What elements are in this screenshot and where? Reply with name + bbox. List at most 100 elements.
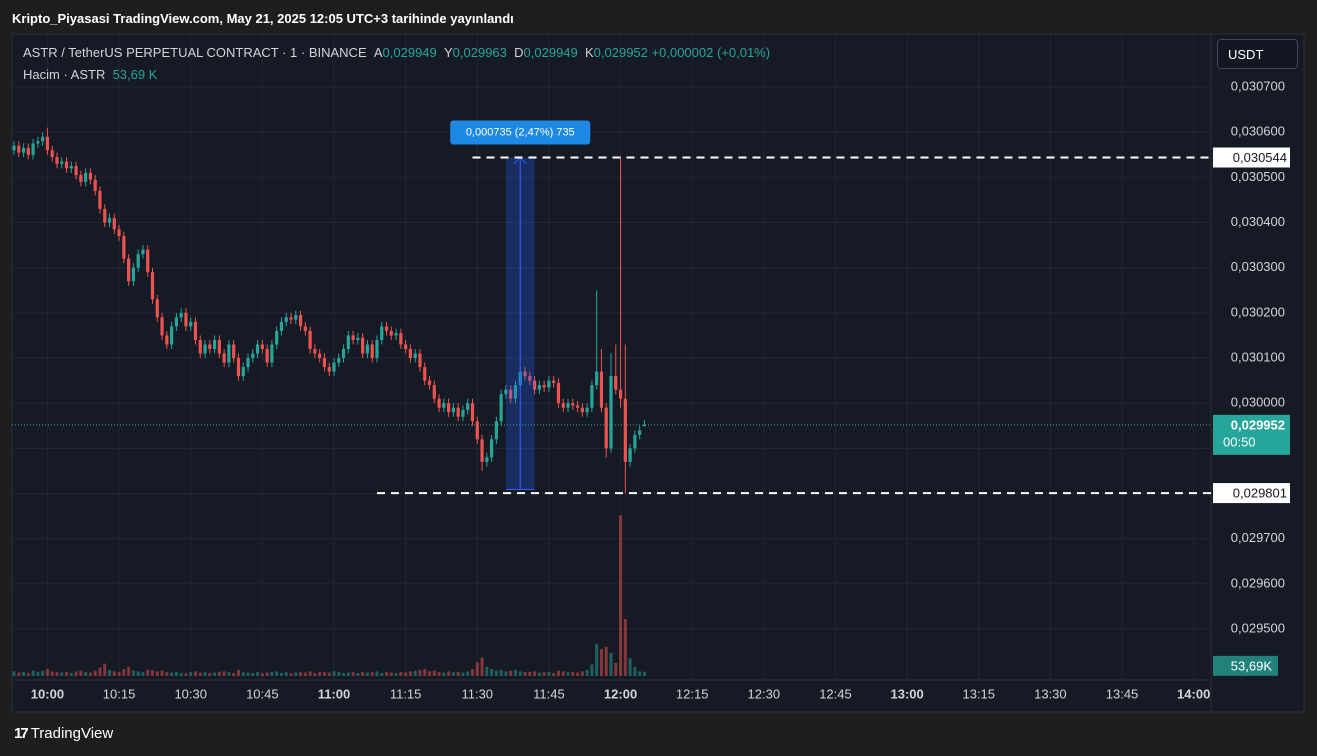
volume-bar: [236, 669, 240, 676]
candle-body: [337, 358, 341, 363]
volume-bar: [279, 672, 283, 676]
candle-body: [184, 312, 188, 327]
candle-body: [427, 380, 432, 386]
candle-body: [346, 335, 350, 349]
candle-body: [418, 353, 422, 368]
volume-bar: [241, 672, 245, 676]
x-tick-label: 13:45: [1106, 686, 1139, 701]
volume-bar: [112, 671, 116, 676]
countdown: 00:50: [1223, 434, 1256, 449]
candle-body: [103, 208, 107, 223]
y-tick-label: 0,029700: [1231, 530, 1285, 545]
ohlc-key: Y: [444, 45, 453, 60]
y-tick-label: 0,030600: [1231, 124, 1285, 139]
logo: 17: [14, 725, 29, 742]
candle-body: [55, 157, 59, 164]
volume-bar: [198, 672, 202, 676]
volume-bar: [79, 670, 83, 676]
volume-bar: [585, 669, 589, 676]
currency-button[interactable]: USDT: [1217, 39, 1298, 69]
candle-body: [122, 236, 126, 259]
volume-bar: [509, 670, 513, 676]
candle-body: [36, 141, 40, 144]
volume-bar: [528, 671, 532, 676]
volume-bar: [127, 666, 131, 676]
candle-body: [399, 333, 403, 345]
candle-body: [451, 407, 455, 413]
volume-bar: [246, 672, 250, 676]
candle-body: [303, 326, 307, 331]
volume-bar: [74, 671, 78, 676]
volume-bar: [523, 672, 527, 676]
volume-bar: [303, 672, 307, 676]
volume-bar: [580, 671, 584, 676]
candle-body: [370, 344, 374, 359]
candle-body: [423, 367, 427, 381]
candle-body: [394, 333, 398, 336]
volume-bar: [547, 671, 551, 676]
volume-bar: [389, 672, 393, 676]
volume-bar: [604, 646, 608, 676]
price-line-badge: [1213, 147, 1290, 168]
ohlc-legend: A0,029949 Y0,029963 D0,029949 K0,029952: [367, 45, 648, 60]
volume-bar: [294, 672, 298, 676]
candle-body: [356, 337, 360, 340]
candle-body: [64, 161, 69, 169]
volume-bar: [447, 671, 451, 676]
candle-body: [298, 315, 303, 327]
candle-body: [552, 380, 556, 383]
candle-body: [141, 249, 145, 255]
candle-body: [432, 385, 436, 399]
candle-body: [575, 405, 580, 408]
volume-bar: [22, 672, 26, 676]
candle-body: [442, 403, 446, 408]
candle-body: [279, 321, 284, 331]
x-tick-label: 11:45: [533, 686, 565, 701]
volume-bar: [571, 671, 575, 676]
volume-bar: [174, 671, 178, 676]
x-tick-label: 13:30: [1034, 686, 1067, 701]
volume-bar: [595, 643, 599, 676]
volume-bar: [327, 672, 331, 676]
candle-body: [470, 403, 475, 422]
candle-body: [17, 145, 21, 153]
volume-bar: [322, 672, 326, 676]
x-tick-label: 10:15: [103, 686, 136, 701]
candle-body: [179, 312, 183, 318]
candle-body: [513, 385, 518, 399]
candle-body: [50, 150, 54, 158]
candle-body: [437, 398, 441, 408]
volume-bar: [160, 670, 164, 676]
overlays: 0,000735 (2,47%) 735: [12, 120, 1211, 495]
axes: 0,030700 0,030600 0,030500 0,030400 0,030300…: [31, 78, 1290, 701]
x-tick-label: 11:30: [461, 686, 493, 701]
measure-label-box: [450, 120, 591, 145]
candle-body: [165, 335, 169, 345]
y-tick-label: 0,029600: [1231, 575, 1285, 590]
candle-body: [93, 179, 97, 191]
x-tick-label: 12:15: [676, 686, 709, 701]
candle-body: [628, 448, 632, 462]
y-tick-label: 0,030200: [1231, 304, 1285, 319]
volume-bar: [313, 672, 317, 676]
volume-bar: [50, 671, 54, 676]
volume-bar: [556, 670, 560, 676]
candle-body: [26, 148, 30, 155]
volume-bar: [284, 672, 288, 676]
chart-panel: [11, 33, 1305, 713]
volume-bar: [375, 671, 379, 676]
price-line-badge: [1213, 483, 1290, 504]
volume-bar: [628, 658, 632, 676]
volume-bar: [599, 649, 603, 676]
candle-body: [294, 315, 298, 320]
volume-bar: [423, 669, 427, 676]
candle-body: [246, 358, 250, 368]
candle-body: [485, 457, 489, 462]
candle-body: [127, 258, 131, 282]
candle-body: [21, 148, 26, 153]
candle-body: [289, 317, 293, 320]
ohlc-key: K: [585, 45, 594, 60]
volume-bar: [146, 669, 150, 676]
x-tick-label: 10:00: [31, 686, 64, 701]
candle-body: [361, 337, 365, 354]
